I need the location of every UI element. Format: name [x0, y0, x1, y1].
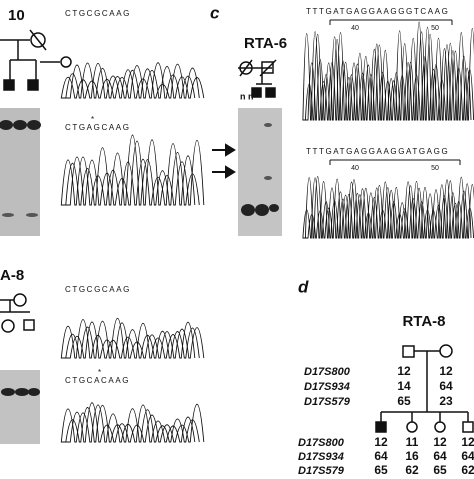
- allele: 12: [397, 364, 411, 378]
- marker-name: D17S800: [298, 437, 345, 449]
- sequence-position: 40: [351, 25, 359, 32]
- trace: [65, 64, 205, 99]
- allele: 64: [461, 449, 474, 463]
- allele: 65: [433, 463, 447, 474]
- allele: 23: [439, 394, 453, 408]
- genotypes: n n: [240, 91, 254, 101]
- gel: [0, 370, 40, 444]
- allele: 64: [433, 449, 447, 463]
- sequence: CTGAGCAAG: [65, 123, 131, 132]
- trace: [304, 21, 474, 121]
- allele: 16: [405, 449, 419, 463]
- panel-letter: c: [210, 3, 220, 22]
- trace: [65, 139, 205, 206]
- chromatograms: [60, 21, 474, 443]
- marker-name: D17S579: [304, 396, 351, 408]
- trace: [65, 62, 200, 99]
- sequence-brackets: [329, 19, 461, 165]
- trace: [65, 405, 200, 443]
- trace: [305, 178, 474, 239]
- trace: [302, 177, 472, 239]
- family-label: RTA-6: [244, 35, 287, 52]
- sequence-position: 40: [351, 165, 359, 172]
- trace: [65, 318, 200, 359]
- sequence-position: 50: [431, 165, 439, 172]
- trace: [305, 27, 474, 121]
- family-label: 10: [8, 7, 25, 24]
- gel-bands: [0, 120, 279, 396]
- arrows: [212, 143, 236, 179]
- trace: [60, 62, 196, 99]
- allele: 14: [397, 379, 411, 393]
- allele: 62: [461, 463, 474, 474]
- trace: [302, 30, 472, 121]
- allele: 65: [374, 463, 388, 474]
- allele: 12: [433, 435, 447, 449]
- allele: 12: [461, 435, 474, 449]
- marker-name: D17S934: [298, 451, 344, 463]
- allele: 64: [439, 379, 453, 393]
- marker-name: D17S934: [304, 381, 350, 393]
- sequence: CTGCACAAG: [65, 376, 130, 385]
- pedigree: [0, 29, 474, 433]
- sequence: CTGCGCAAG: [65, 285, 131, 294]
- allele: 11: [406, 435, 419, 449]
- trace: [65, 402, 205, 443]
- marker-name: D17S579: [298, 465, 345, 474]
- sequence-position: 50: [431, 25, 439, 32]
- allele: 12: [374, 435, 388, 449]
- mutation-mark: *: [98, 368, 103, 377]
- sequence: TTTGATGAGGAAGGGTCAAG: [306, 7, 449, 16]
- allele: 64: [374, 449, 388, 463]
- gel: [238, 108, 282, 236]
- panel-letter: d: [298, 277, 309, 296]
- family-label: A-8: [0, 267, 24, 284]
- family-label: RTA-8: [402, 313, 445, 330]
- allele: 12: [439, 364, 453, 378]
- mutation-mark: *: [91, 115, 96, 124]
- sequence: TTTGATGAGGAAGGATGAGG: [306, 147, 449, 156]
- sequence: CTGCGCAAG: [65, 9, 131, 18]
- trace: [65, 134, 200, 206]
- allele: 62: [405, 463, 419, 474]
- allele: 65: [397, 394, 411, 408]
- trace: [65, 321, 205, 359]
- marker-name: D17S800: [304, 366, 351, 378]
